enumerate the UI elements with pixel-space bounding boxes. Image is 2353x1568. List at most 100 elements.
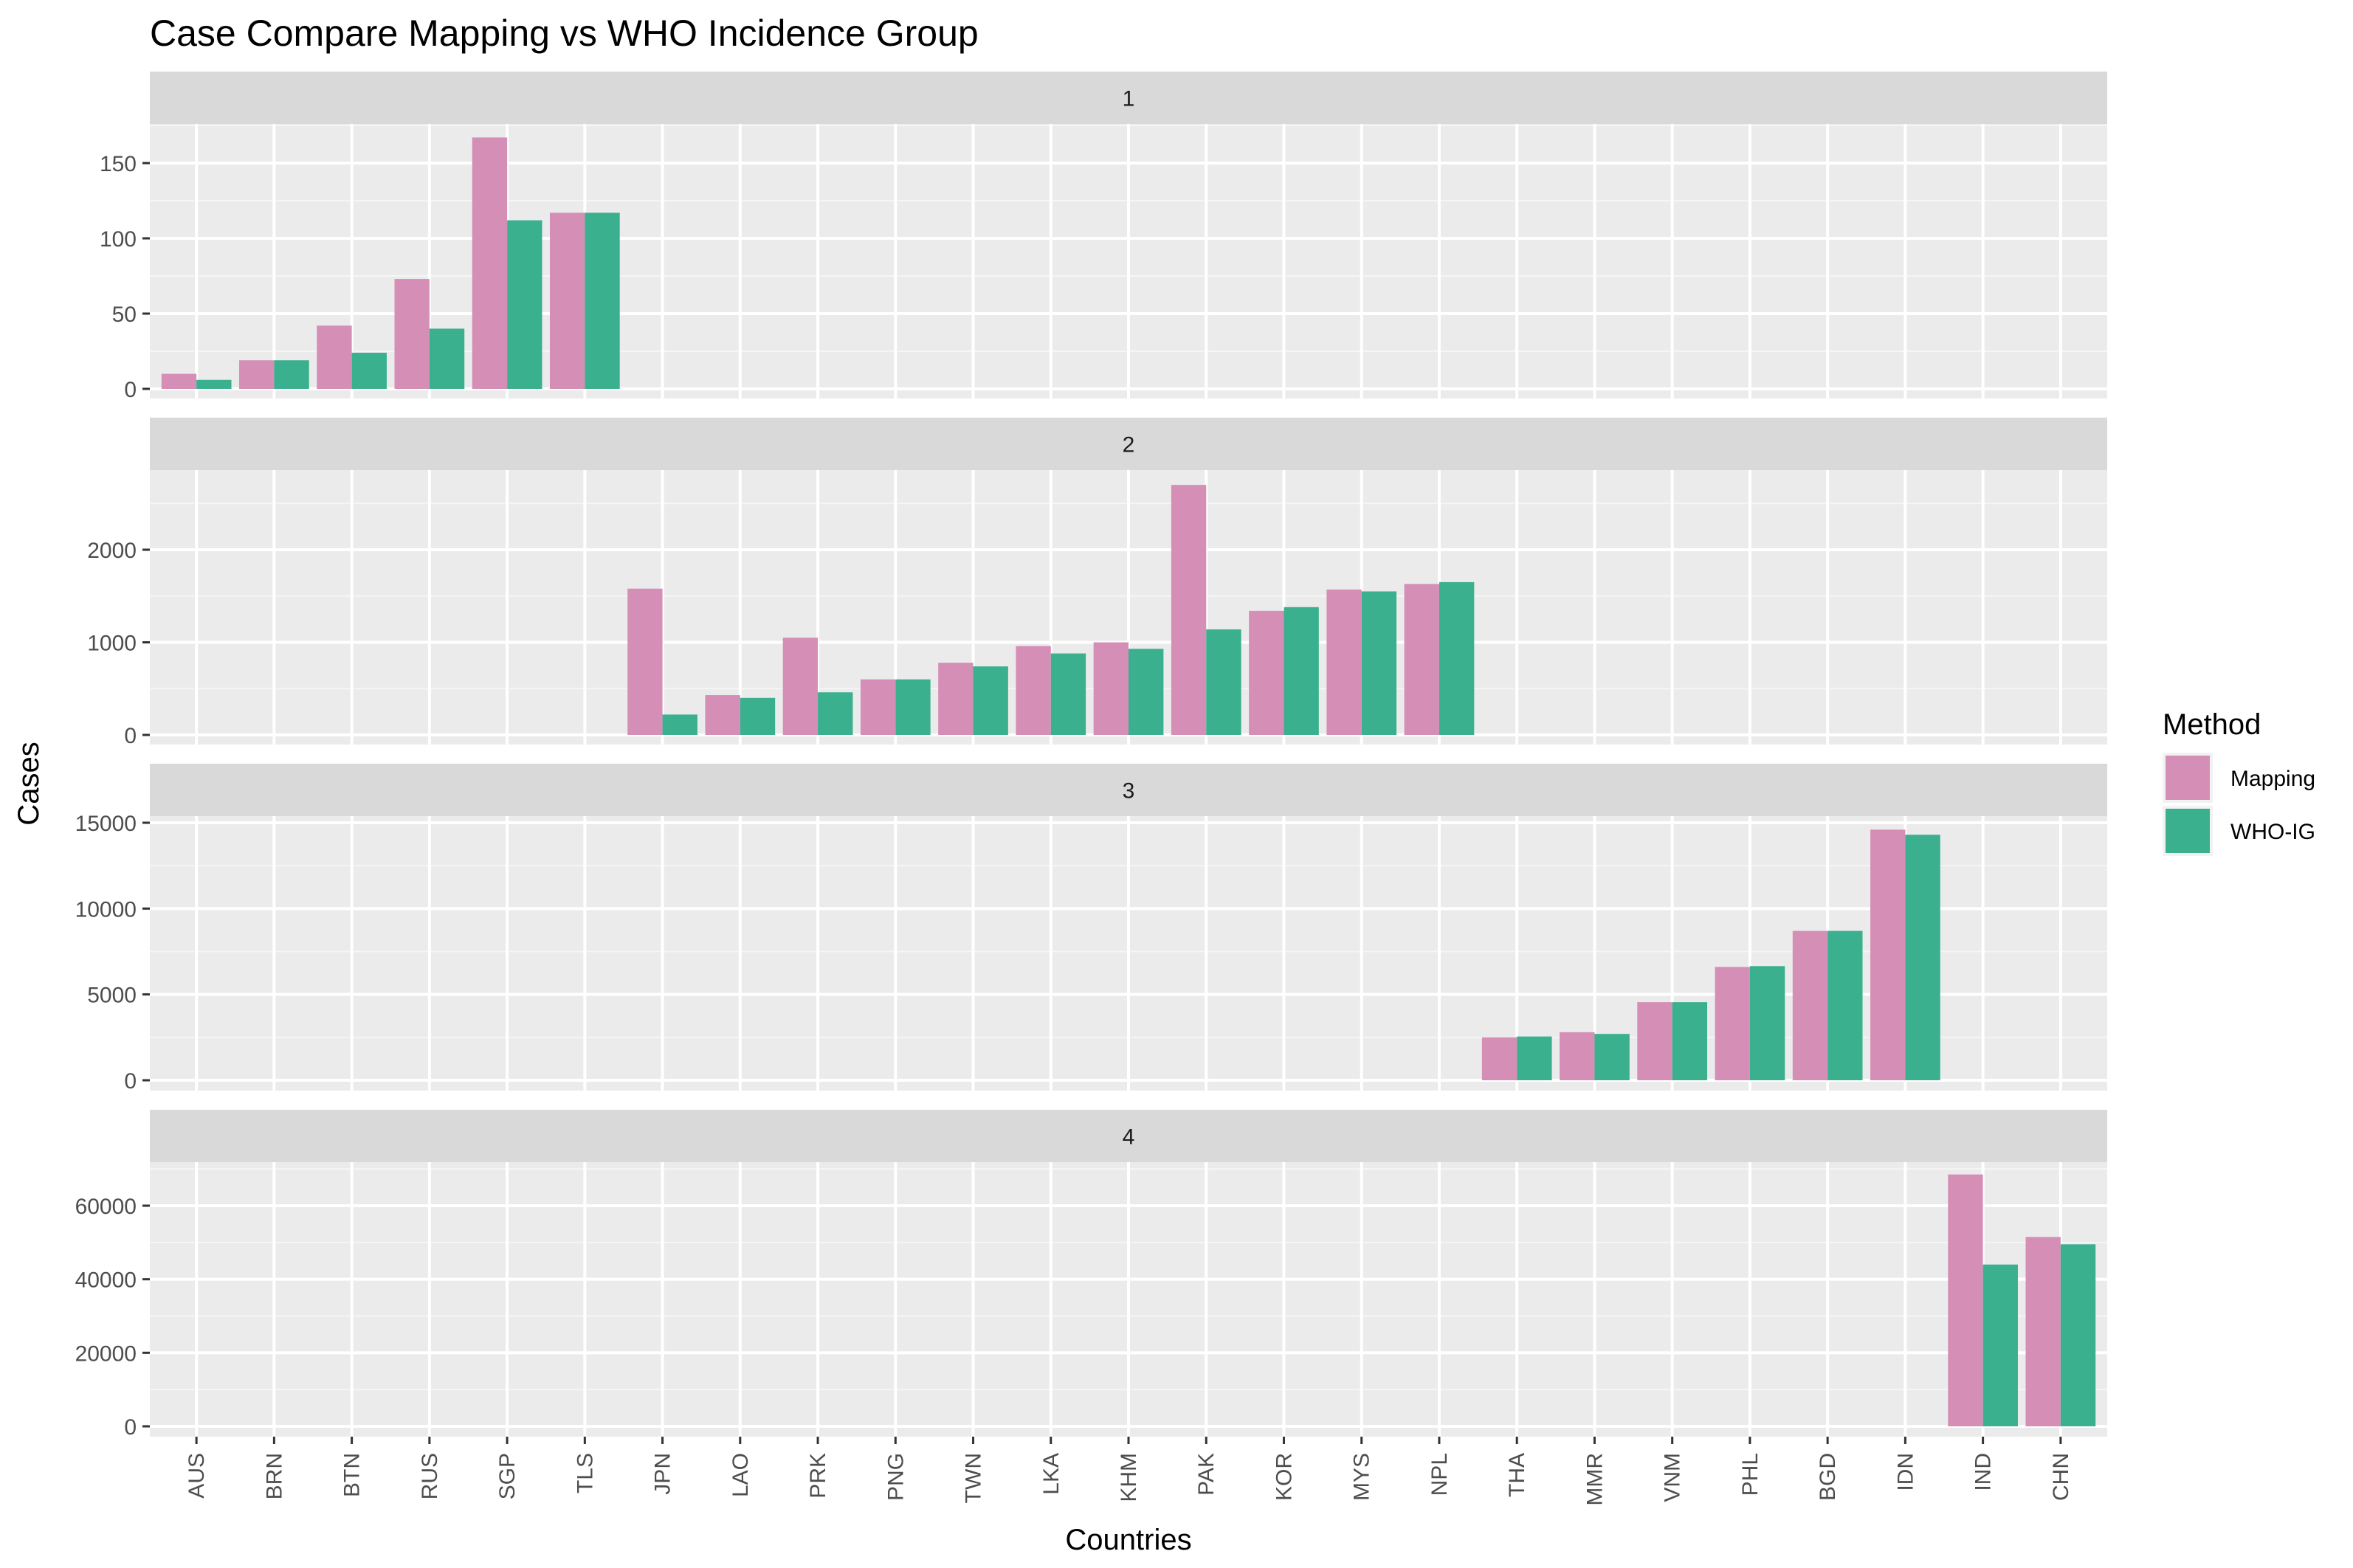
bar-mapping-lka: [1016, 646, 1051, 735]
y-tick-label: 0: [124, 1415, 137, 1440]
bar-mapping-aus: [161, 373, 197, 389]
bar-mapping-kor: [1249, 610, 1284, 735]
y-tick-label: 0: [124, 1069, 137, 1094]
bar-mapping-brn: [239, 360, 275, 389]
bar-mapping-vnm: [1637, 1002, 1672, 1080]
facet-strip-label: 4: [1123, 1125, 1135, 1150]
x-axis: AUS BRN BTN RUS SGP TLS JPN LAO PRK PNG TWN LKA KHM P…: [185, 1437, 2073, 1506]
bar-mapping-bgd: [1792, 930, 1828, 1080]
facet-panel-4: 4 0 20000 40000 60000: [75, 1110, 2107, 1440]
bar-who-ig-pak: [1206, 629, 1241, 735]
legend-key-who-ig: [2166, 809, 2210, 853]
legend: Method Mapping WHO-IG: [2163, 708, 2315, 856]
bar-mapping-pak: [1171, 485, 1207, 735]
y-tick-label: 2000: [87, 539, 137, 563]
x-tick-label: CHN: [2049, 1453, 2073, 1501]
bar-mapping-png: [860, 679, 896, 735]
facet-strip: [150, 72, 2107, 124]
x-tick-label: VNM: [1661, 1453, 1685, 1502]
y-tick-label: 1000: [87, 632, 137, 656]
bar-who-ig-lka: [1050, 653, 1086, 735]
bar-mapping-ind: [1948, 1174, 1983, 1426]
facet-panel-2: 2 0 1000 2000: [87, 418, 2107, 748]
y-tick-label: 100: [100, 227, 137, 252]
bar-who-ig-chn: [2060, 1244, 2096, 1426]
chart-title: Case Compare Mapping vs WHO Incidence Gr…: [150, 13, 979, 54]
y-tick-label: 15000: [75, 812, 137, 836]
bar-who-ig-tha: [1517, 1036, 1552, 1080]
y-tick-label: 5000: [87, 984, 137, 1008]
x-tick-label: TLS: [573, 1453, 597, 1493]
x-tick-label: LKA: [1039, 1453, 1064, 1495]
bar-mapping-rus: [394, 279, 430, 389]
legend-label: Mapping: [2230, 767, 2315, 791]
facet-strip-label: 2: [1123, 433, 1135, 457]
x-tick-label: KOR: [1272, 1453, 1296, 1501]
bar-who-ig-phl: [1749, 966, 1785, 1080]
bar-mapping-mys: [1326, 589, 1362, 735]
bar-mapping-khm: [1093, 642, 1129, 735]
x-tick-label: AUS: [185, 1453, 209, 1499]
y-tick-label: 50: [112, 303, 137, 327]
x-tick-label: THA: [1505, 1453, 1529, 1497]
x-tick-label: KHM: [1117, 1453, 1141, 1502]
bar-who-ig-prk: [818, 692, 853, 735]
x-tick-label: NPL: [1427, 1453, 1452, 1496]
x-tick-label: JPN: [651, 1453, 675, 1495]
bar-who-ig-idn: [1905, 835, 1940, 1080]
bar-mapping-tls: [549, 213, 585, 389]
bar-who-ig-twn: [973, 666, 1008, 735]
bar-who-ig-tls: [585, 213, 620, 389]
facet-panel-3: 3 0 5000 10000 15000: [75, 764, 2107, 1094]
y-tick-label: 0: [124, 724, 137, 748]
bar-mapping-chn: [2025, 1237, 2061, 1426]
bar-who-ig-sgp: [507, 220, 542, 389]
facet-strip: [150, 1110, 2107, 1162]
bar-who-ig-rus: [429, 328, 465, 389]
bar-who-ig-png: [895, 679, 931, 735]
bar-who-ig-brn: [274, 360, 309, 389]
legend-label: WHO-IG: [2230, 820, 2315, 844]
facet-strip-label: 3: [1123, 779, 1135, 804]
legend-title: Method: [2163, 708, 2261, 741]
bar-who-ig-btn: [351, 353, 387, 389]
y-tick-label: 40000: [75, 1268, 137, 1293]
bar-who-ig-kor: [1284, 607, 1319, 735]
y-tick-label: 60000: [75, 1195, 137, 1219]
bar-who-ig-vnm: [1672, 1002, 1708, 1080]
facet-panels: 1 0 50 100 150 2 0 1000 2000 3 0 5000 10000 15000 4 0 20…: [75, 72, 2107, 1440]
x-tick-label: MYS: [1350, 1453, 1374, 1501]
bar-mapping-prk: [782, 638, 819, 735]
bar-who-ig-khm: [1129, 649, 1164, 735]
x-tick-label: BTN: [340, 1453, 365, 1497]
bar-mapping-sgp: [472, 137, 508, 389]
facet-strip: [150, 418, 2107, 470]
bar-who-ig-ind: [1982, 1264, 2018, 1426]
x-tick-label: IND: [1971, 1453, 1996, 1491]
bar-mapping-npl: [1404, 584, 1439, 735]
bar-who-ig-npl: [1439, 581, 1475, 735]
x-tick-label: MMR: [1582, 1453, 1607, 1506]
bar-mapping-btn: [317, 325, 352, 389]
legend-key-mapping: [2166, 756, 2210, 800]
y-axis-title: Cases: [13, 742, 45, 825]
x-tick-label: BRN: [262, 1453, 286, 1499]
bar-who-ig-bgd: [1827, 930, 1863, 1080]
bar-mapping-phl: [1715, 967, 1750, 1080]
bar-mapping-lao: [705, 695, 740, 735]
facet-strip: [150, 764, 2107, 816]
y-tick-label: 0: [124, 378, 137, 402]
y-tick-label: 150: [100, 152, 137, 176]
bar-who-ig-mmr: [1594, 1034, 1630, 1080]
y-tick-label: 20000: [75, 1341, 137, 1366]
bar-mapping-tha: [1481, 1037, 1517, 1080]
x-tick-label: TWN: [962, 1453, 986, 1503]
x-tick-label: RUS: [418, 1453, 442, 1499]
x-tick-label: SGP: [495, 1453, 520, 1499]
bar-mapping-jpn: [627, 588, 663, 735]
bar-who-ig-mys: [1361, 591, 1397, 735]
bar-who-ig-aus: [196, 379, 232, 389]
y-tick-label: 10000: [75, 897, 137, 922]
x-tick-label: PRK: [806, 1453, 830, 1499]
